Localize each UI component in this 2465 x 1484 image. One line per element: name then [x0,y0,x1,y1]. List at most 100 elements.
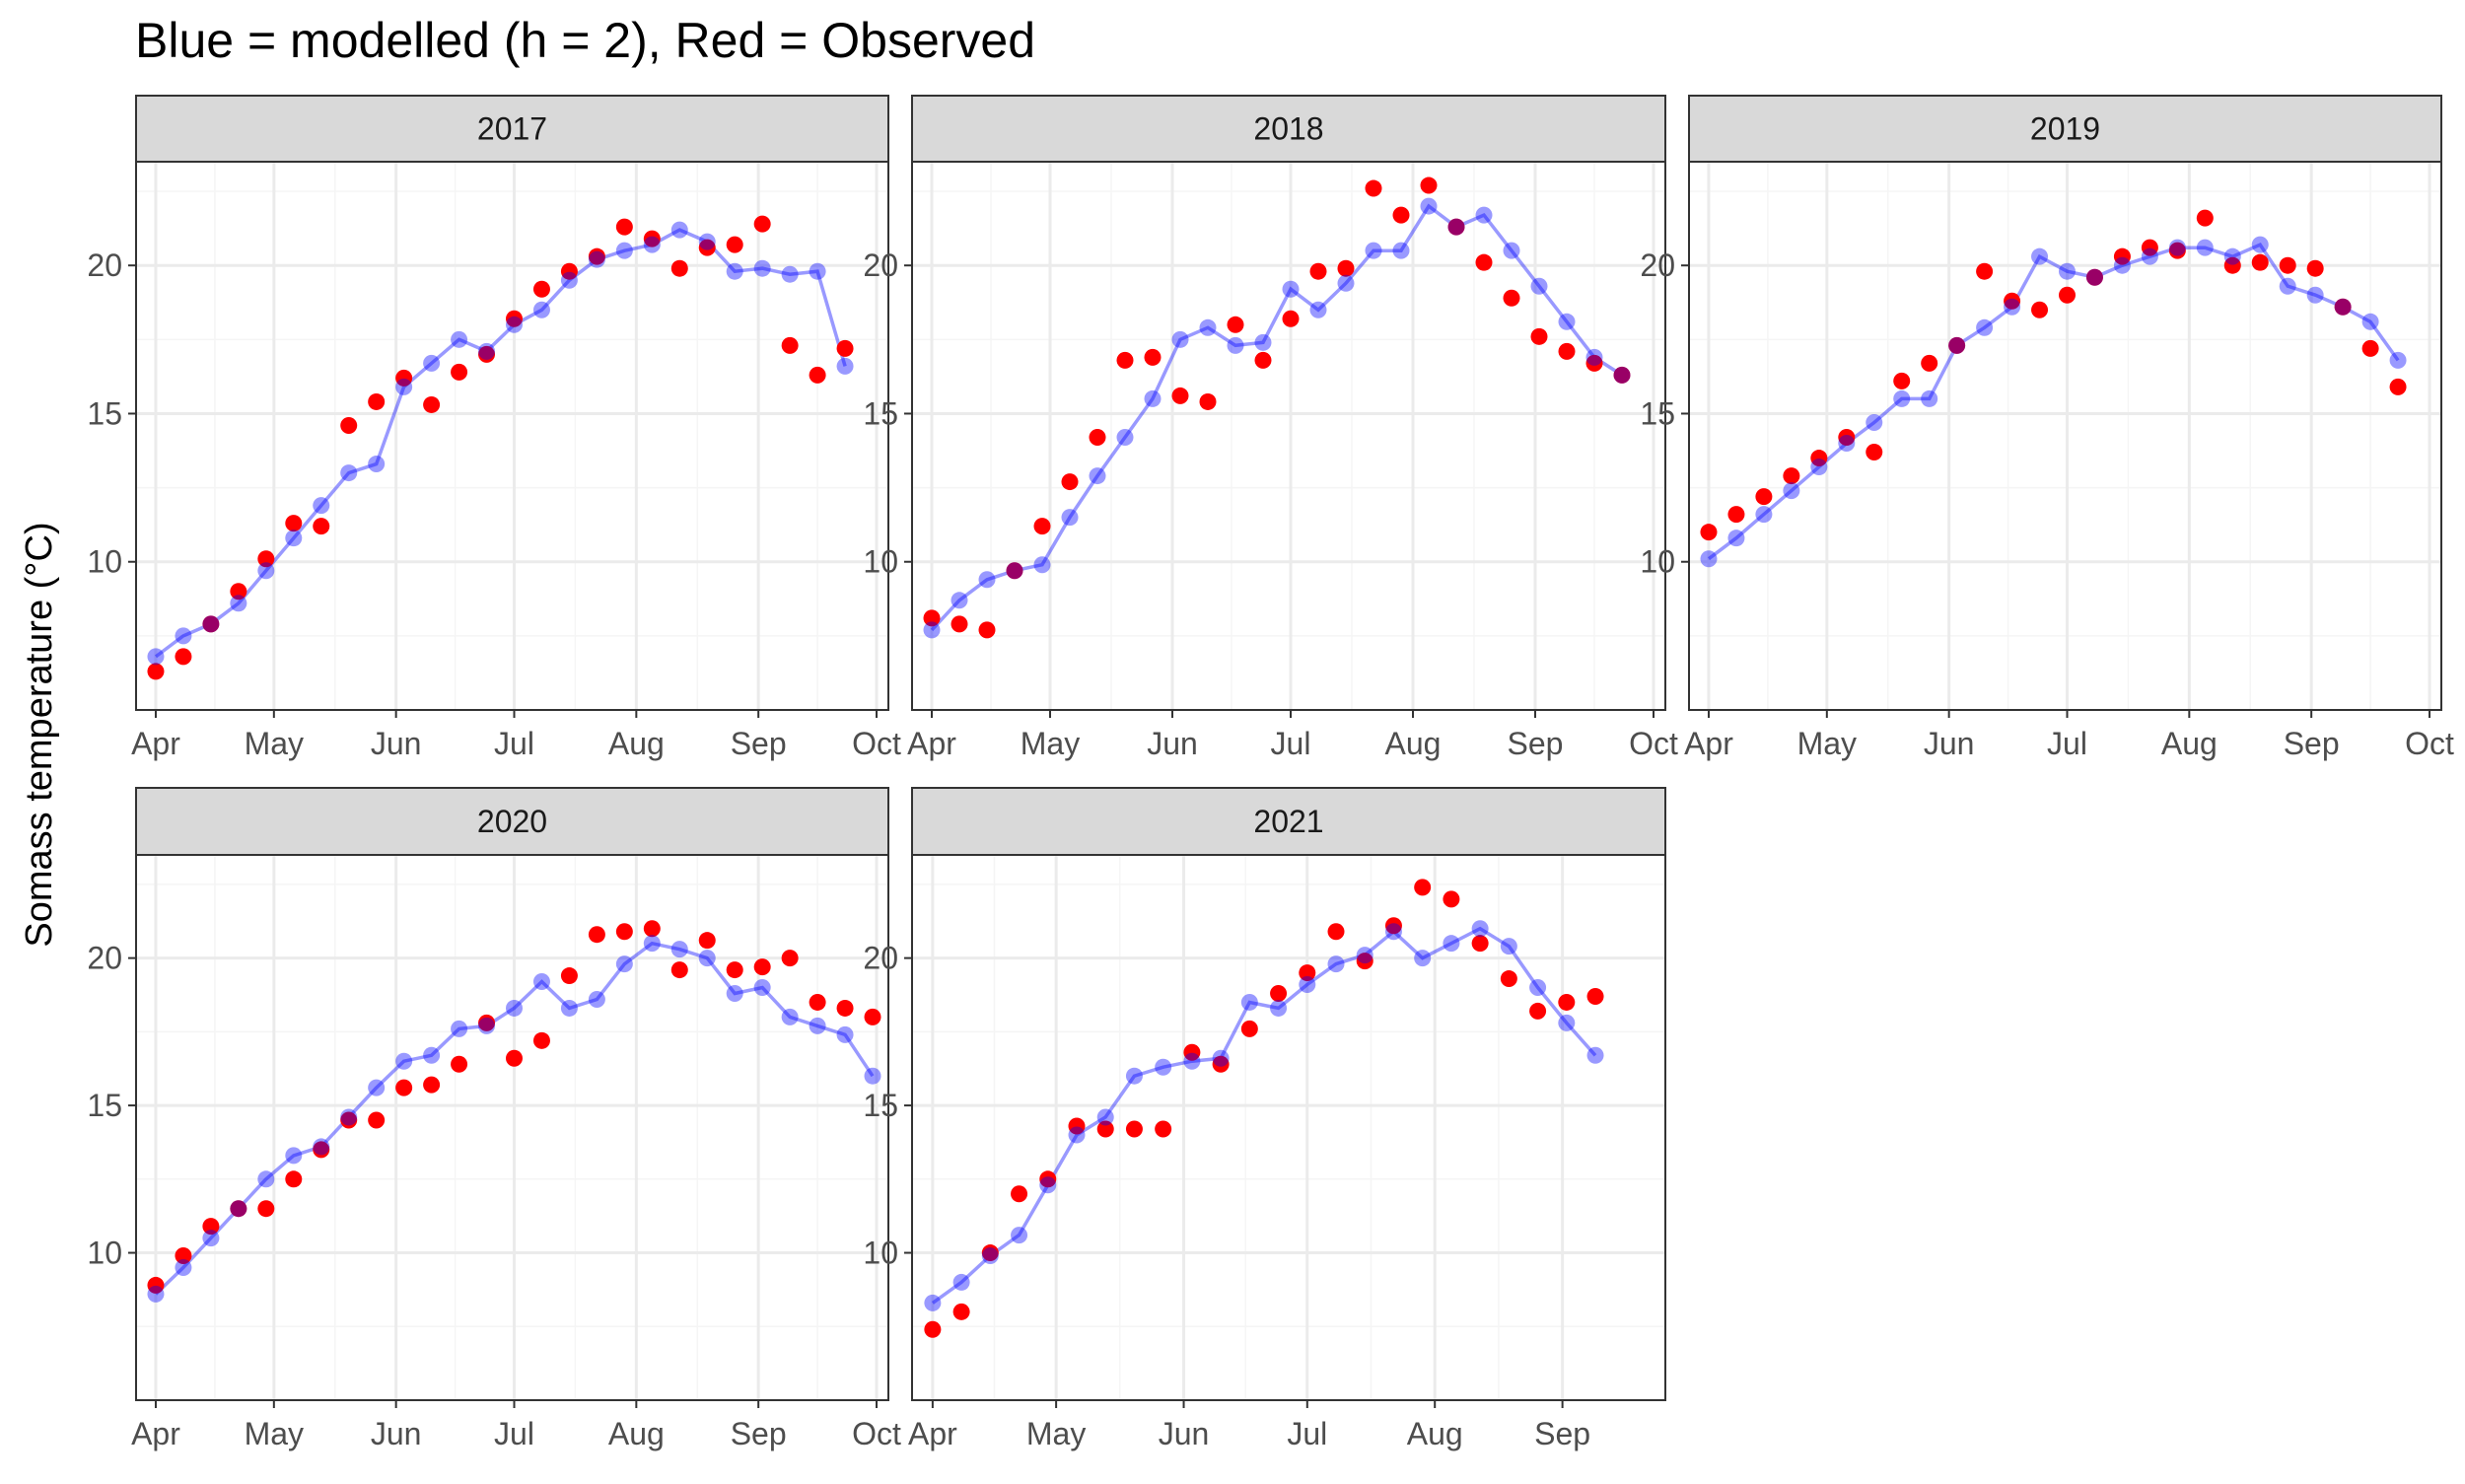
observed-point [1254,351,1272,369]
observed-point [2031,301,2049,318]
observed-point [753,958,771,976]
modelled-point [615,242,633,259]
modelled-point [1447,218,1465,236]
modelled-point [1866,413,1883,431]
observed-point [532,280,550,298]
modelled-point [615,955,633,973]
facet-strip-label: 2018 [1253,111,1323,147]
modelled-point [1212,1049,1230,1067]
observed-point [1976,262,1994,280]
observed-point [588,926,605,944]
modelled-point [1125,1067,1143,1085]
modelled-point [1039,1176,1057,1194]
panel-2017: 2017 10 15 20 Apr May Jun Jul Aug Sep Oct [87,95,901,761]
modelled-point [2031,247,2049,265]
modelled-point [1171,330,1189,348]
panel-2018: 2018 10 15 20 Apr May Jun Jul Aug Sep Oct [863,95,1678,761]
x-tick-label: Aug [2161,726,2218,761]
x-tick-label: Jun [1147,726,1198,761]
observed-point [1171,387,1189,404]
modelled-point [809,1017,826,1034]
observed-point [864,1008,881,1025]
observed-point [698,932,716,950]
y-tick-label: 15 [1640,395,1675,431]
panel-2019: 2019 10 15 20 Apr May Jun Jul Aug Sep Oct [1640,95,2454,761]
modelled-point [2085,268,2103,286]
observed-point [836,339,854,357]
observed-point [1866,444,1883,461]
modelled-point [1420,197,1438,215]
x-tick-label: Apr [907,726,956,761]
observed-point [1011,1185,1028,1203]
panel-background [1689,162,2441,710]
observed-point [1392,206,1410,224]
modelled-point [202,1230,220,1247]
observed-point [560,967,578,985]
modelled-point [202,615,220,633]
x-tick-label: Apr [131,1416,180,1451]
modelled-point [175,627,192,645]
modelled-point [753,979,771,997]
observed-point [670,961,688,979]
observed-point [2085,268,2103,286]
modelled-point [864,1067,881,1085]
x-tick-label: Aug [1407,1416,1463,1451]
modelled-point [698,950,716,967]
x-tick-label: Oct [852,1416,901,1451]
observed-point [368,392,386,410]
observed-point [1586,987,1604,1005]
observed-point [1299,964,1316,982]
modelled-point [1240,993,1258,1011]
modelled-point [532,973,550,991]
observed-point [1384,917,1402,935]
x-tick-label: Apr [1684,726,1733,761]
modelled-point [1327,955,1345,973]
modelled-point [1443,935,1460,953]
x-tick-label: Aug [608,1416,665,1451]
observed-point [1356,953,1373,970]
observed-point [505,310,523,327]
modelled-point [1585,348,1603,366]
modelled-point [781,1008,799,1025]
modelled-point [451,330,468,348]
modelled-point [1282,280,1300,298]
observed-point [2251,253,2269,271]
x-tick-label: Aug [1385,726,1442,761]
modelled-point [1365,242,1382,259]
modelled-point [230,595,247,612]
observed-point [670,259,688,277]
observed-point [230,583,247,601]
facet-strip-label: 2021 [1253,804,1323,839]
modelled-point [478,1017,496,1034]
observed-point [202,1218,220,1236]
facet-strip [135,95,889,163]
x-tick-label: Sep [1508,726,1564,761]
modelled-point [1270,999,1288,1017]
observed-point [451,363,468,381]
observed-point [395,369,413,387]
modelled-point [726,984,743,1002]
modelled-point [588,990,605,1008]
observed-point [1155,1120,1172,1138]
modelled-point [1414,950,1432,967]
observed-point [478,345,496,363]
observed-point [726,236,743,253]
modelled-point [532,301,550,318]
modelled-point [1838,435,1856,453]
observed-point [643,230,661,247]
panel-background [136,855,888,1400]
observed-point [978,621,996,639]
observed-point [423,395,441,413]
observed-point [2279,256,2296,274]
observed-point [726,961,743,979]
x-tick-label: Jul [494,1416,534,1451]
modelled-point [2004,298,2021,316]
facet-strip-label: 2020 [477,804,547,839]
modelled-point [1227,336,1244,354]
modelled-point [340,464,358,482]
observed-point [423,1076,441,1094]
modelled-point [1700,550,1718,568]
